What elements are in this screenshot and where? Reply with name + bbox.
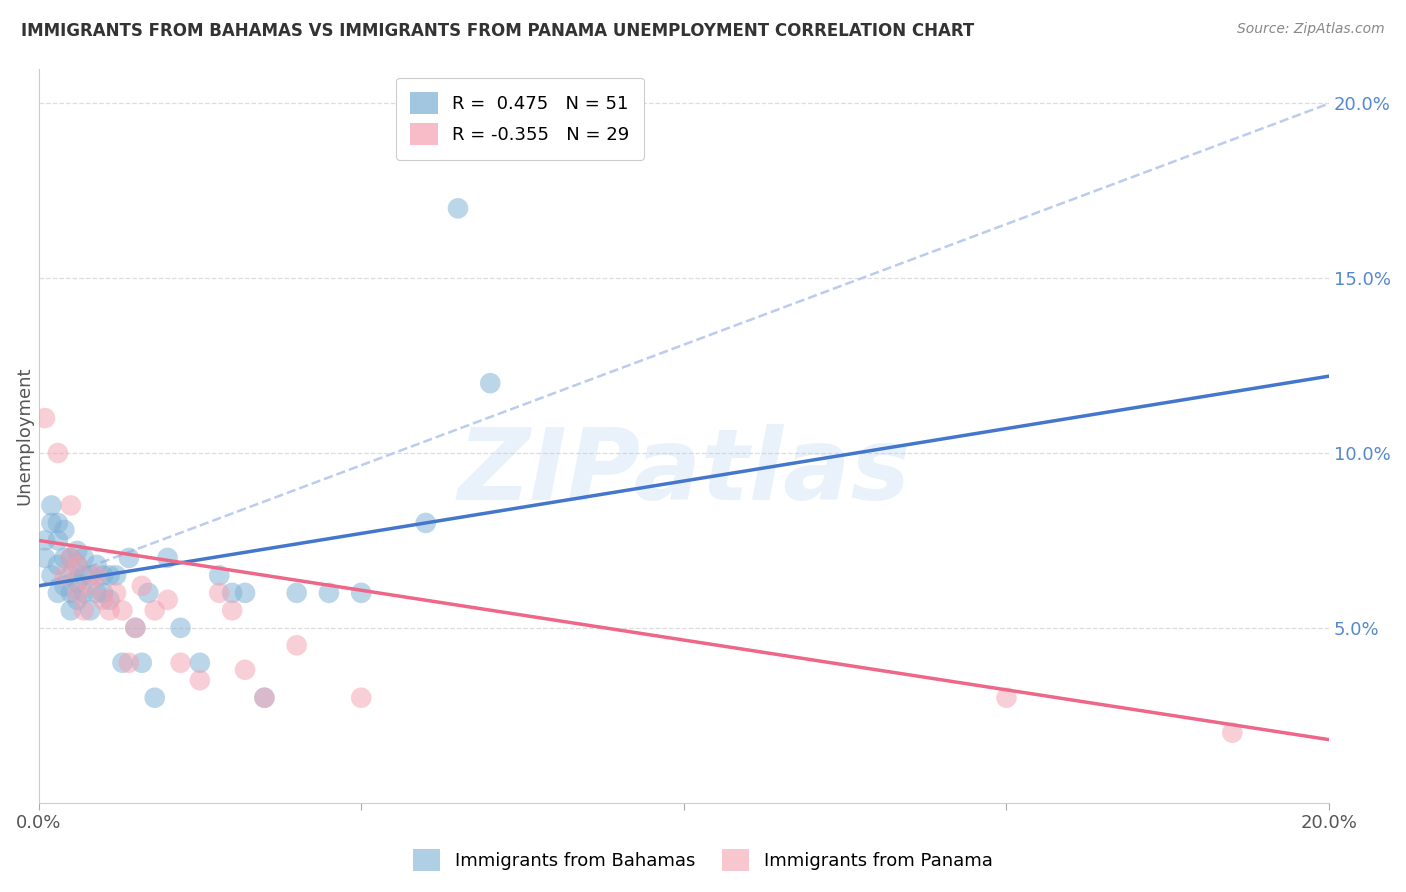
Point [66, 586, 89, 600]
Point [188, 656, 211, 670]
Point [188, 673, 211, 688]
Point [1220, 725, 1243, 739]
Point [169, 621, 191, 635]
Point [318, 586, 340, 600]
Point [479, 376, 502, 391]
Point [73, 568, 96, 582]
Point [59, 550, 82, 565]
Point [66, 575, 89, 590]
Point [66, 558, 89, 572]
Point [91, 568, 114, 582]
Point [34, 533, 56, 548]
Point [53, 568, 76, 582]
Point [53, 579, 76, 593]
Point [995, 690, 1018, 705]
Point [253, 690, 276, 705]
Point [66, 558, 89, 572]
Point [98, 603, 121, 617]
Point [124, 621, 146, 635]
Point [98, 568, 121, 582]
Point [415, 516, 437, 530]
Point [73, 586, 96, 600]
Point [86, 558, 108, 572]
Point [34, 550, 56, 565]
Point [59, 603, 82, 617]
Point [41, 568, 63, 582]
Point [143, 603, 166, 617]
Text: IMMIGRANTS FROM BAHAMAS VS IMMIGRANTS FROM PANAMA UNEMPLOYMENT CORRELATION CHART: IMMIGRANTS FROM BAHAMAS VS IMMIGRANTS FR… [21, 22, 974, 40]
Point [118, 550, 141, 565]
Point [86, 586, 108, 600]
Point [66, 544, 89, 558]
Point [131, 579, 153, 593]
Legend: Immigrants from Bahamas, Immigrants from Panama: Immigrants from Bahamas, Immigrants from… [406, 842, 1000, 879]
Point [104, 586, 127, 600]
Point [233, 586, 256, 600]
Point [285, 638, 308, 652]
Point [104, 568, 127, 582]
Point [285, 586, 308, 600]
Point [73, 603, 96, 617]
Point [46, 446, 69, 460]
Point [350, 690, 373, 705]
Text: Source: ZipAtlas.com: Source: ZipAtlas.com [1237, 22, 1385, 37]
Point [79, 568, 101, 582]
Y-axis label: Unemployment: Unemployment [15, 367, 32, 505]
Point [169, 656, 191, 670]
Point [41, 516, 63, 530]
Point [86, 568, 108, 582]
Point [221, 586, 243, 600]
Point [253, 690, 276, 705]
Point [53, 523, 76, 537]
Point [79, 579, 101, 593]
Point [41, 499, 63, 513]
Point [143, 690, 166, 705]
Text: ZIPatlas: ZIPatlas [457, 424, 911, 521]
Point [46, 558, 69, 572]
Point [208, 568, 231, 582]
Point [73, 550, 96, 565]
Point [91, 592, 114, 607]
Point [79, 603, 101, 617]
Point [34, 411, 56, 425]
Point [350, 586, 373, 600]
Point [111, 656, 134, 670]
Point [98, 592, 121, 607]
Point [118, 656, 141, 670]
Point [46, 586, 69, 600]
Point [46, 533, 69, 548]
Point [46, 516, 69, 530]
Point [59, 499, 82, 513]
Point [59, 568, 82, 582]
Legend: R =  0.475   N = 51, R = -0.355   N = 29: R = 0.475 N = 51, R = -0.355 N = 29 [396, 78, 644, 160]
Point [447, 202, 470, 216]
Point [59, 586, 82, 600]
Point [91, 586, 114, 600]
Point [156, 592, 179, 607]
Point [131, 656, 153, 670]
Point [66, 592, 89, 607]
Point [233, 663, 256, 677]
Point [53, 550, 76, 565]
Point [156, 550, 179, 565]
Point [136, 586, 159, 600]
Point [59, 550, 82, 565]
Point [221, 603, 243, 617]
Point [208, 586, 231, 600]
Point [111, 603, 134, 617]
Point [124, 621, 146, 635]
